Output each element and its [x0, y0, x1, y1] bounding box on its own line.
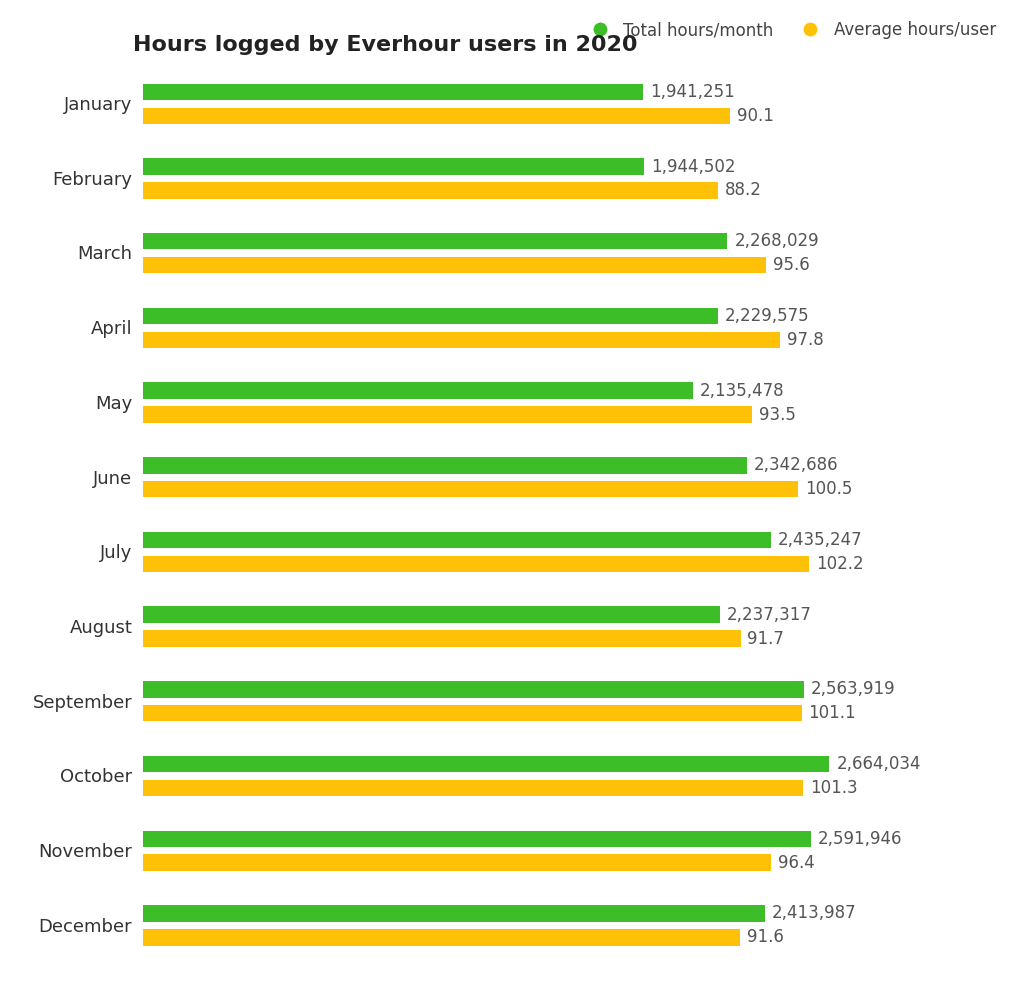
- Bar: [143, 107, 730, 124]
- Text: 90.1: 90.1: [737, 107, 774, 125]
- Bar: [143, 83, 643, 100]
- Bar: [143, 532, 771, 548]
- Bar: [143, 681, 804, 697]
- Text: 93.5: 93.5: [759, 405, 796, 424]
- Bar: [143, 308, 718, 324]
- Text: 88.2: 88.2: [725, 182, 762, 200]
- Text: 2,664,034: 2,664,034: [837, 755, 921, 773]
- Text: 102.2: 102.2: [816, 555, 863, 573]
- Legend: Total hours/month, Average hours/user: Total hours/month, Average hours/user: [577, 15, 1002, 46]
- Bar: [143, 382, 693, 399]
- Bar: [143, 332, 780, 349]
- Bar: [143, 854, 771, 871]
- Text: 2,135,478: 2,135,478: [700, 381, 784, 399]
- Bar: [143, 481, 798, 497]
- Text: 91.6: 91.6: [746, 928, 783, 946]
- Bar: [143, 929, 740, 945]
- Text: 2,563,919: 2,563,919: [811, 680, 895, 698]
- Bar: [143, 406, 753, 423]
- Bar: [143, 830, 811, 847]
- Text: 101.1: 101.1: [809, 704, 856, 722]
- Bar: [143, 705, 802, 722]
- Text: 91.7: 91.7: [748, 630, 784, 647]
- Bar: [143, 233, 727, 249]
- Bar: [143, 183, 718, 199]
- Bar: [143, 257, 766, 273]
- Bar: [143, 906, 765, 922]
- Bar: [143, 631, 740, 646]
- Text: 2,413,987: 2,413,987: [772, 905, 856, 922]
- Text: 100.5: 100.5: [805, 481, 852, 498]
- Bar: [143, 158, 644, 175]
- Bar: [143, 457, 746, 474]
- Text: 101.3: 101.3: [810, 779, 857, 797]
- Text: Hours logged by Everhour users in 2020: Hours logged by Everhour users in 2020: [133, 35, 638, 55]
- Text: 1,944,502: 1,944,502: [651, 158, 735, 176]
- Text: 2,591,946: 2,591,946: [818, 830, 902, 848]
- Text: 2,237,317: 2,237,317: [726, 606, 811, 624]
- Text: 1,941,251: 1,941,251: [650, 82, 735, 101]
- Text: 97.8: 97.8: [787, 331, 824, 349]
- Bar: [143, 607, 720, 623]
- Bar: [143, 780, 803, 796]
- Text: 2,435,247: 2,435,247: [777, 531, 862, 549]
- Text: 95.6: 95.6: [773, 256, 810, 274]
- Text: 96.4: 96.4: [778, 854, 815, 872]
- Text: 2,268,029: 2,268,029: [734, 232, 819, 250]
- Bar: [143, 556, 809, 572]
- Text: 2,342,686: 2,342,686: [754, 457, 839, 475]
- Text: 2,229,575: 2,229,575: [724, 307, 809, 325]
- Bar: [143, 756, 829, 773]
